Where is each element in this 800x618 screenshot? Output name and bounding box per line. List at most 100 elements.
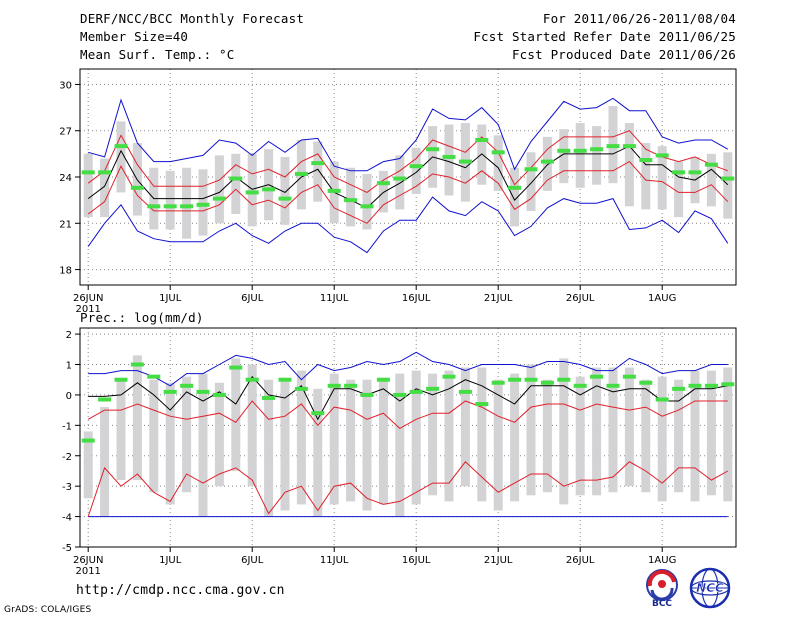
spread-box <box>526 152 536 211</box>
x-tick-label: 6JUL <box>241 293 264 304</box>
spread-box <box>575 376 585 496</box>
spread-box <box>641 143 651 210</box>
climatology-mark <box>491 150 505 155</box>
climatology-mark <box>672 170 686 175</box>
chart-title: DERF/NCC/BCC Monthly Forecast <box>80 11 305 26</box>
climatology-mark <box>655 397 669 402</box>
source-url[interactable]: http://cmdp.ncc.cma.gov.cn <box>76 583 285 598</box>
climatology-mark <box>376 181 390 186</box>
y-tick-label: 2 <box>66 330 72 341</box>
climatology-mark <box>721 176 735 181</box>
climatology-mark <box>557 377 571 382</box>
spread-box <box>641 379 651 493</box>
spread-box <box>214 155 224 224</box>
lower-std-line <box>87 461 729 517</box>
climatology-mark <box>573 383 587 388</box>
spread-box <box>313 388 323 517</box>
x-year-label: 2011 <box>75 566 100 577</box>
spread-box <box>460 367 470 487</box>
y-tick-label: -1 <box>62 421 72 432</box>
ncc-logo: NCC <box>689 567 731 609</box>
climatology-mark <box>672 386 686 391</box>
spread-box <box>493 135 503 191</box>
x-tick-label: 1JUL <box>159 555 182 566</box>
climatology-mark <box>262 395 276 400</box>
spread-box <box>378 170 388 213</box>
spread-box <box>346 379 356 502</box>
spread-box <box>723 152 733 219</box>
spread-box <box>657 376 667 502</box>
climatology-mark <box>294 386 308 391</box>
spread-box <box>362 173 372 230</box>
bcc-logo-text: BCC <box>652 599 672 608</box>
climatology-mark <box>491 380 505 385</box>
climatology-mark <box>229 365 243 370</box>
climatology-mark <box>393 392 407 397</box>
spread-box <box>674 379 684 493</box>
y-tick-label: 21 <box>59 219 72 230</box>
spread-box <box>346 167 356 227</box>
spread-box <box>477 367 487 502</box>
spread-box <box>198 169 208 236</box>
climatology-mark <box>688 170 702 175</box>
climatology-mark <box>475 137 489 142</box>
spread-box <box>674 161 684 218</box>
climatology-mark <box>180 383 194 388</box>
spread-box <box>559 129 569 184</box>
climatology-mark <box>212 196 226 201</box>
panel-temperature: 18 21 24 27 30 26JUN 1JUL 6JUL 11JUL 16JUL 21JUL 26… <box>59 68 737 315</box>
spread-box <box>493 379 503 511</box>
climatology-mark <box>524 167 538 172</box>
climatology-mark <box>114 377 128 382</box>
climatology-mark <box>704 383 718 388</box>
climatology-mark <box>639 380 653 385</box>
x-tick-label: 26JUN <box>73 293 103 304</box>
climatology-mark <box>688 383 702 388</box>
climatology-mark <box>360 204 374 209</box>
spread-box <box>362 379 372 511</box>
climatology-mark <box>245 377 259 382</box>
climatology-mark <box>311 161 325 166</box>
climatology-mark <box>196 389 210 394</box>
spread-box <box>608 367 618 493</box>
climatology-mark <box>81 170 95 175</box>
spread-box <box>559 358 569 505</box>
spread-box <box>592 126 602 185</box>
spread-box <box>444 124 454 196</box>
lower-std-line <box>87 160 729 224</box>
spread-box <box>624 367 634 487</box>
climatology-mark <box>442 374 456 379</box>
variable-label: Mean Surf. Temp.: °C <box>80 47 235 62</box>
x-tick-label: 1AUG <box>648 555 676 566</box>
spread-box <box>165 382 175 505</box>
climatology-mark <box>606 144 620 149</box>
y-tick-label: 18 <box>59 266 72 277</box>
spread-box <box>231 358 241 471</box>
y-tick-label: -5 <box>62 543 72 554</box>
spread-box <box>723 367 733 502</box>
spread-box <box>395 155 405 210</box>
climatology-mark <box>540 380 554 385</box>
climatology-mark <box>426 147 440 152</box>
climatology-mark <box>81 438 95 443</box>
upper-std-line <box>87 400 728 430</box>
spread-box <box>477 124 487 185</box>
spread-box <box>313 141 323 202</box>
spread-box <box>247 153 257 227</box>
spread-box <box>510 167 520 227</box>
ncc-logo-text: NCC <box>696 581 724 595</box>
member-size: Member Size=40 <box>80 29 189 44</box>
x-tick-label: 26JUL <box>566 555 595 566</box>
climatology-mark <box>573 148 587 153</box>
spread-box <box>247 364 257 487</box>
climatology-mark <box>508 377 522 382</box>
y-tick-label: 24 <box>59 173 72 184</box>
spread-box <box>264 379 274 517</box>
climatology-mark <box>163 389 177 394</box>
spread-box <box>149 379 159 493</box>
climatology-mark <box>212 392 226 397</box>
max-line <box>88 97 729 172</box>
spread-box <box>116 379 126 481</box>
spread-box <box>280 156 290 225</box>
climatology-mark <box>262 187 276 192</box>
